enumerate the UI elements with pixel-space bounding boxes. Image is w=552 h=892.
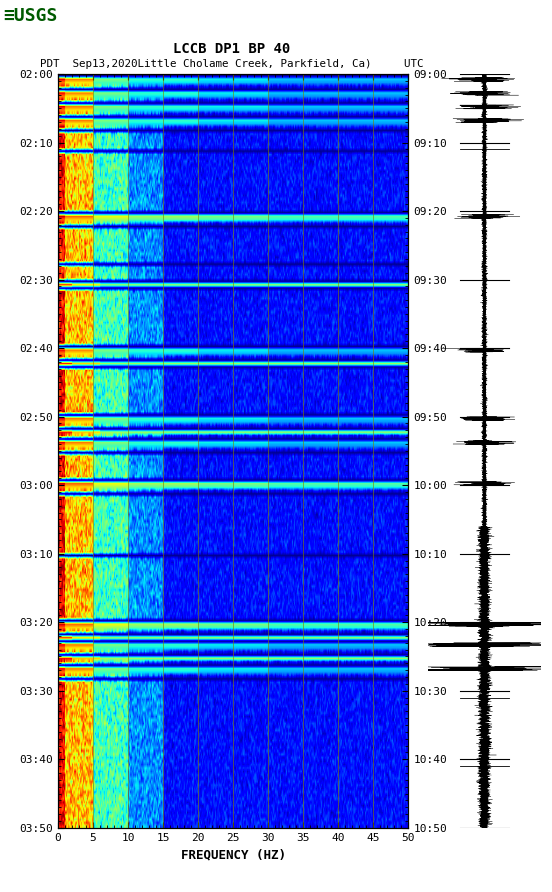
Text: ≡USGS: ≡USGS xyxy=(3,7,57,25)
Text: LCCB DP1 BP 40: LCCB DP1 BP 40 xyxy=(173,42,290,56)
Text: PDT  Sep13,2020Little Cholame Creek, Parkfield, Ca)     UTC: PDT Sep13,2020Little Cholame Creek, Park… xyxy=(40,59,423,70)
X-axis label: FREQUENCY (HZ): FREQUENCY (HZ) xyxy=(181,848,286,861)
